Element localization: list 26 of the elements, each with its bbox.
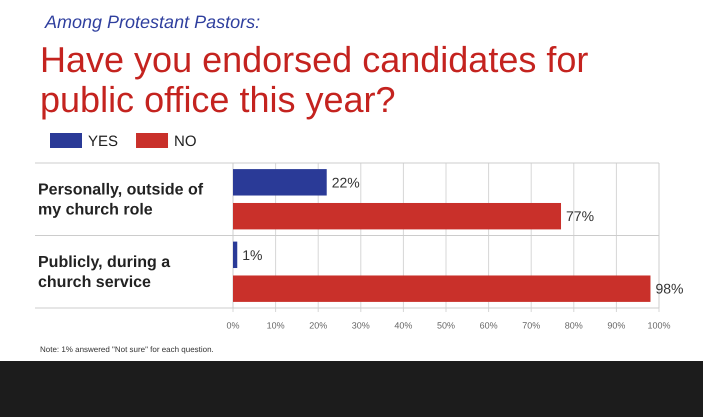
chart-title: Have you endorsed candidates for public office this year?: [40, 39, 588, 120]
data-label: 98%: [655, 280, 684, 297]
x-tick-label: 20%: [309, 320, 328, 330]
data-label: 1%: [242, 246, 262, 263]
x-tick-label: 100%: [647, 320, 671, 330]
x-tick-label: 30%: [352, 320, 370, 330]
bar: [233, 242, 238, 268]
bar: [233, 169, 327, 196]
chart-subtitle: Among Protestant Pastors:: [44, 12, 260, 32]
bar: [233, 275, 650, 302]
data-label: 77%: [566, 208, 594, 224]
bar: [233, 202, 562, 230]
x-tick-label: 40%: [394, 320, 412, 330]
x-tick-label: 70%: [522, 320, 540, 330]
x-tick-label: 60%: [480, 320, 498, 330]
y-tick-label: Personally, outside of my church role: [38, 181, 204, 218]
x-tick-label: 90%: [607, 320, 626, 330]
x-tick-label: 0%: [226, 320, 240, 330]
text: Note: 1% answered "Not sure" for each question.: [40, 345, 214, 354]
legend-label: NO: [174, 133, 197, 150]
x-tick-label: 50%: [436, 320, 456, 330]
x-tick-label: 10%: [266, 320, 285, 330]
data-label: 22%: [332, 174, 360, 190]
y-tick-label: Publicly, during a church service: [38, 254, 170, 291]
legend-label: YES: [88, 133, 118, 150]
x-tick-label: 80%: [564, 320, 583, 330]
